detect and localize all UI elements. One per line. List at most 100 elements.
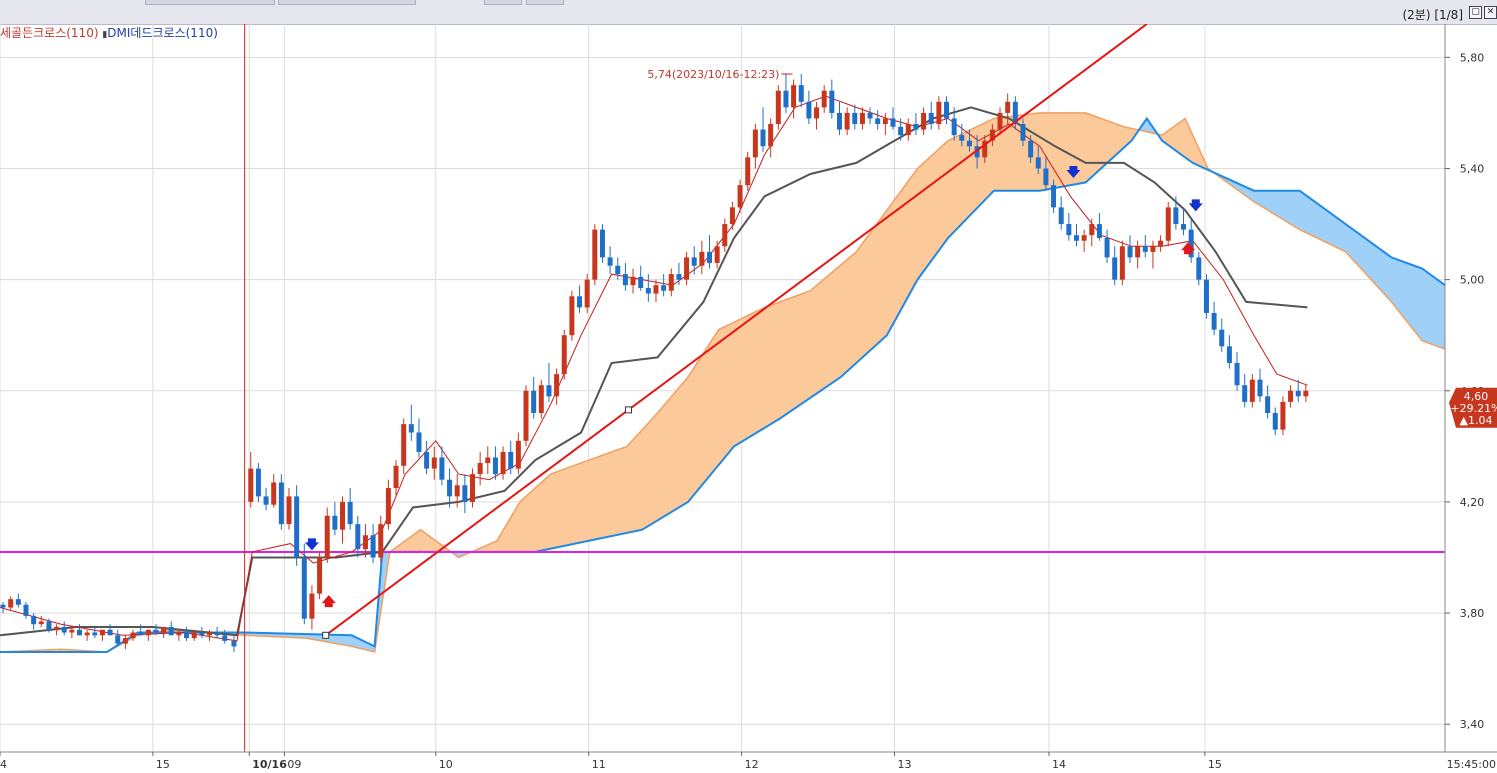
candle: [393, 460, 399, 497]
toolbar-tab[interactable]: [278, 0, 416, 5]
candle-body: [1280, 401, 1286, 430]
period-label: (2분) [1/8]: [1402, 8, 1463, 22]
candle: [1249, 374, 1255, 408]
candle-body: [523, 390, 529, 441]
candle-body: [77, 629, 83, 636]
candle-body: [699, 251, 705, 266]
candle: [1303, 385, 1309, 402]
candle: [1188, 218, 1194, 263]
candle: [340, 496, 346, 544]
time-axis-label: 11: [592, 758, 606, 771]
candle: [424, 440, 430, 475]
candle: [199, 626, 205, 639]
candle-body: [439, 457, 445, 480]
candle: [401, 418, 407, 475]
toolbar-tab[interactable]: [145, 0, 275, 5]
candle: [1211, 301, 1217, 336]
legend-dead-cross[interactable]: DMI데드크로스(110): [107, 26, 218, 40]
price-chart[interactable]: 5,74(2023/10/16-12:23)5,805,405,004,604,…: [0, 24, 1497, 773]
candle: [997, 107, 1003, 136]
candle: [1158, 235, 1164, 252]
price-axis-label: 5,80: [1460, 51, 1485, 64]
candle: [630, 268, 636, 294]
candle-body: [1242, 385, 1248, 402]
time-axis-label: 10: [439, 758, 453, 771]
candle: [821, 85, 827, 113]
candle: [1119, 240, 1125, 286]
candle: [760, 107, 766, 152]
candle: [1165, 201, 1171, 247]
candle: [222, 629, 228, 644]
candle-body: [684, 257, 690, 280]
candle: [77, 624, 83, 636]
candle: [791, 79, 797, 119]
candle-body: [668, 274, 674, 291]
price-axis-label: 4,20: [1460, 496, 1485, 509]
candle: [653, 279, 659, 302]
candle-body: [584, 279, 590, 308]
trendline-anchor: [322, 631, 330, 639]
candle-body: [1119, 246, 1125, 280]
candle-body: [630, 276, 636, 286]
candle-body: [1005, 101, 1011, 113]
candle: [130, 629, 136, 641]
candle-body: [913, 124, 919, 130]
candle-body: [1096, 224, 1102, 238]
candle: [1196, 251, 1202, 286]
candle: [231, 635, 237, 652]
toolbar-tab[interactable]: [526, 0, 564, 5]
maximize-button[interactable]: ▢: [1469, 6, 1482, 19]
candle: [691, 246, 697, 275]
candle-body: [462, 485, 468, 502]
candle: [1028, 135, 1034, 163]
candle: [622, 262, 628, 291]
candle: [54, 624, 60, 636]
candle-body: [898, 126, 904, 136]
candle: [408, 404, 414, 441]
candle-body: [92, 632, 98, 636]
candle: [99, 629, 105, 641]
candle-body: [340, 501, 346, 530]
candle: [1005, 93, 1011, 125]
candle-body: [1035, 157, 1041, 169]
close-button[interactable]: ✕: [1484, 6, 1497, 19]
candle-body: [130, 632, 136, 639]
candle: [546, 362, 552, 402]
candle: [852, 104, 858, 130]
candle-body: [806, 101, 812, 119]
candle-body: [278, 482, 284, 525]
candle-body: [882, 118, 888, 125]
candle-body: [69, 629, 75, 633]
candle-body: [1112, 257, 1118, 280]
candle: [615, 257, 621, 280]
legend-marker-icon: ▮: [102, 30, 108, 40]
candle: [729, 201, 735, 230]
candle: [324, 507, 330, 564]
candle-body: [393, 465, 399, 489]
candle: [1066, 212, 1072, 241]
candle-body: [485, 457, 491, 464]
trendline: [325, 24, 1148, 637]
sell-signal-arrow: [1066, 166, 1081, 179]
candle-body: [722, 224, 728, 247]
candle: [1265, 385, 1271, 419]
candle-body: [1135, 246, 1141, 258]
candle: [951, 107, 957, 141]
candle-body: [1257, 379, 1263, 397]
candle: [890, 107, 896, 130]
current-price: 4,60: [1464, 390, 1489, 403]
candle-body: [737, 185, 743, 208]
candle-body: [255, 468, 261, 497]
candle-body: [638, 276, 644, 288]
candle: [347, 488, 353, 530]
candle-body: [385, 488, 391, 525]
candle-body: [317, 557, 323, 594]
candle: [592, 224, 598, 286]
candle: [775, 85, 781, 130]
candle-body: [206, 632, 212, 636]
legend-golden-cross[interactable]: 세골든크로스(110): [0, 26, 99, 40]
candle-body: [477, 463, 483, 475]
candle-body: [1181, 224, 1187, 230]
toolbar-tab[interactable]: [484, 0, 522, 5]
candle: [515, 432, 521, 475]
